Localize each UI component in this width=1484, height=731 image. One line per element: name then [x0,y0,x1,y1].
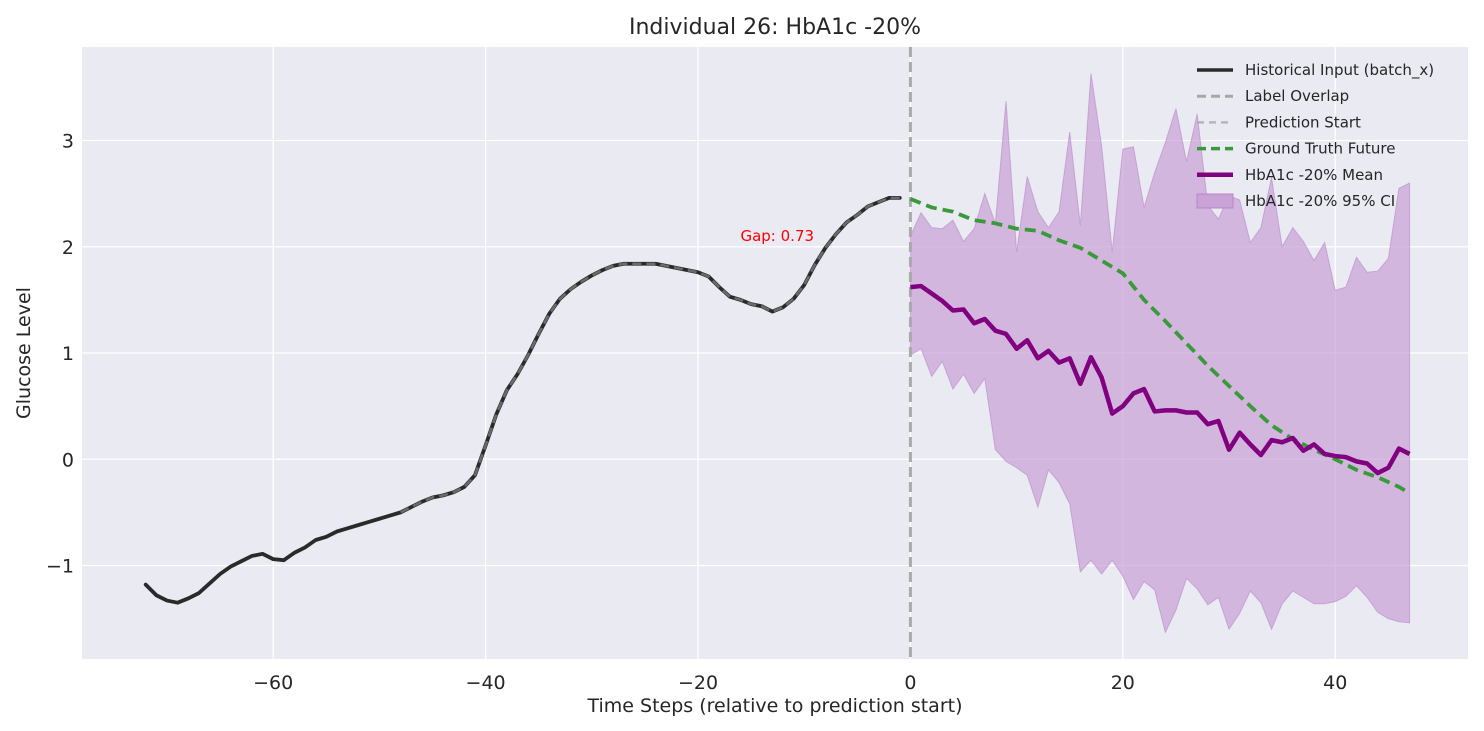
prediction-mean-line [910,283,1411,476]
ground-truth-line [909,197,1411,495]
y-tick-label: −1 [46,556,74,578]
y-tick-label: 2 [62,237,74,259]
y-axis-title: Glucose Level [13,287,35,419]
annotation-layer: Gap: 0.73 [740,227,814,245]
x-tick-label: −40 [466,672,506,694]
x-axis-ticks: −60 −40 −20 0 20 40 [253,672,1347,694]
legend-label: Ground Truth Future [1245,140,1396,158]
y-axis-ticks: −1 0 1 2 3 [46,131,74,578]
y-tick-label: 0 [62,449,74,471]
legend-swatch-ci [1196,193,1234,209]
series-layer [143,47,1411,659]
legend: Historical Input (batch_x) Label Overlap P… [1196,61,1434,210]
x-tick-label: −20 [678,672,718,694]
chart-title: Individual 26: HbA1c -20% [629,15,921,40]
ci-band [909,73,1411,634]
ci-band-layer [909,73,1411,634]
label-overlap-line [400,196,900,514]
x-tick-label: −60 [253,672,293,694]
x-axis-title: Time Steps (relative to prediction start… [587,695,963,717]
x-tick-label: 40 [1323,672,1347,694]
gap-annotation: Gap: 0.73 [740,227,814,245]
legend-label: Prediction Start [1245,113,1361,131]
x-tick-label: 20 [1111,672,1135,694]
legend-label: HbA1c -20% 95% CI [1245,192,1395,210]
legend-label: Historical Input (batch_x) [1245,61,1434,80]
y-tick-label: 3 [62,131,74,153]
x-tick-label: 0 [904,672,916,694]
legend-label: HbA1c -20% Mean [1245,166,1383,184]
legend-label: Label Overlap [1245,87,1349,105]
y-tick-label: 1 [62,343,74,365]
